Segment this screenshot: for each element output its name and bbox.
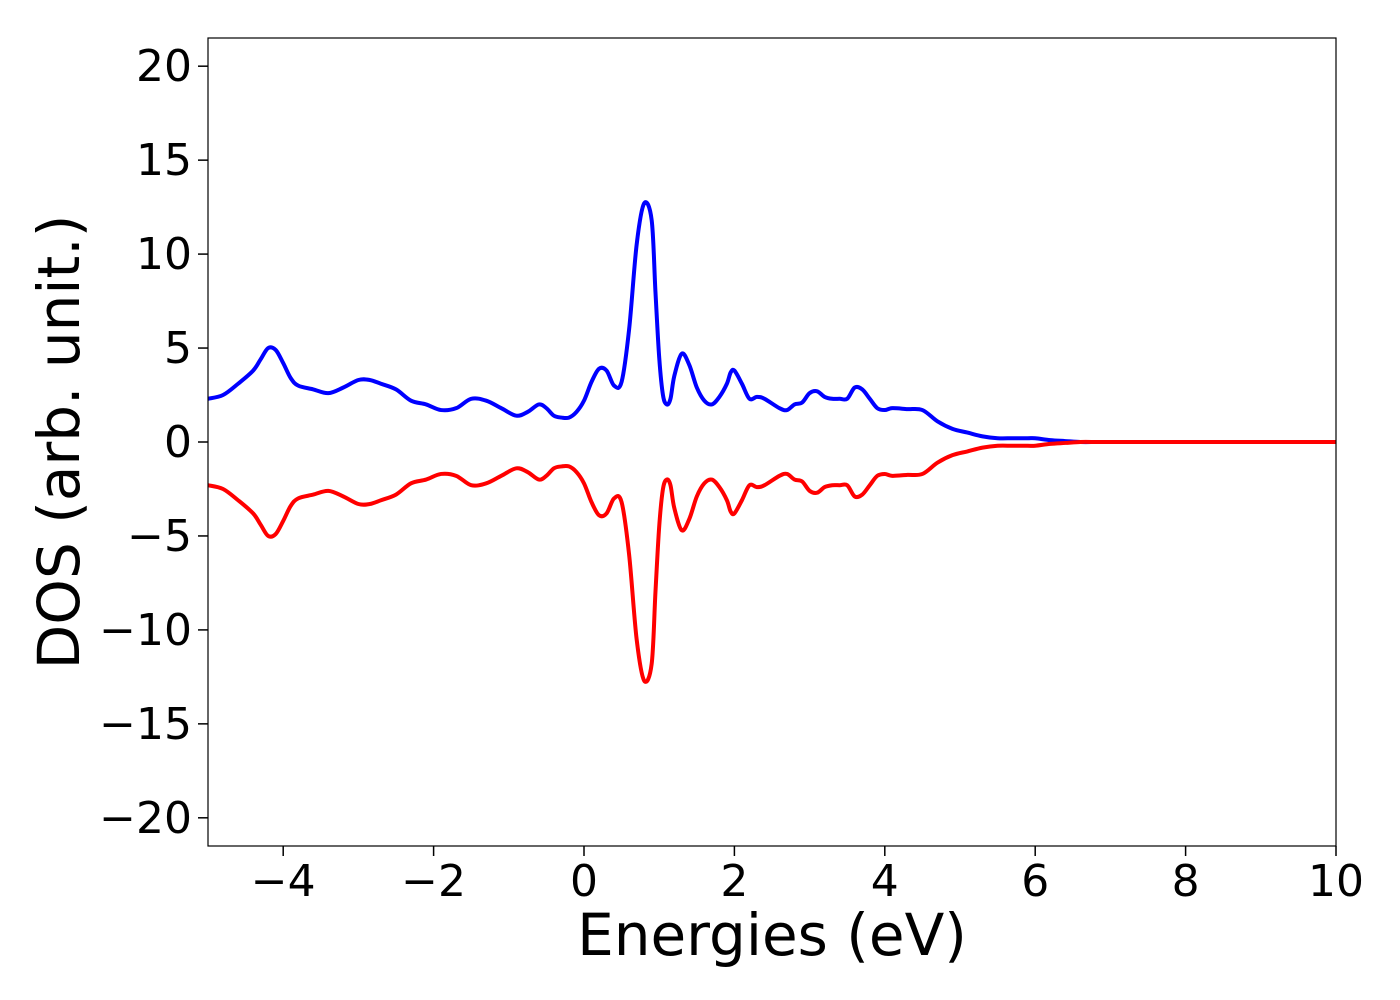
y-tick-label: −15 [99, 699, 192, 750]
y-tick-label: 20 [136, 41, 192, 92]
x-axis-title: Energies (eV) [577, 901, 967, 969]
x-tick-label: 10 [1308, 856, 1364, 907]
x-tick-label: −2 [401, 856, 466, 907]
x-tick-label: 6 [1021, 856, 1049, 907]
series-line-1 [208, 439, 1336, 684]
y-tick-label: −20 [99, 793, 192, 844]
y-tick-label: 5 [164, 323, 192, 374]
x-tick-label: 8 [1172, 856, 1200, 907]
y-tick-label: 0 [164, 417, 192, 468]
x-tick-label: 0 [570, 856, 598, 907]
x-tick-label: −4 [251, 856, 316, 907]
y-tick-label: 15 [136, 135, 192, 186]
x-tick-label: 4 [871, 856, 899, 907]
y-axis-title: DOS (arb. unit.) [25, 215, 93, 670]
x-axis-ticks: −4 −2 0 2 4 6 8 10 [251, 846, 1364, 907]
series-line-0 [208, 200, 1336, 445]
x-tick-label: 2 [720, 856, 748, 907]
y-tick-label: 10 [136, 229, 192, 280]
y-axis-ticks: 20 15 10 5 0 −5 −10 −15 −20 [99, 41, 208, 844]
series-layer [208, 200, 1336, 684]
y-tick-label: −10 [99, 605, 192, 656]
y-tick-label: −5 [127, 511, 192, 562]
